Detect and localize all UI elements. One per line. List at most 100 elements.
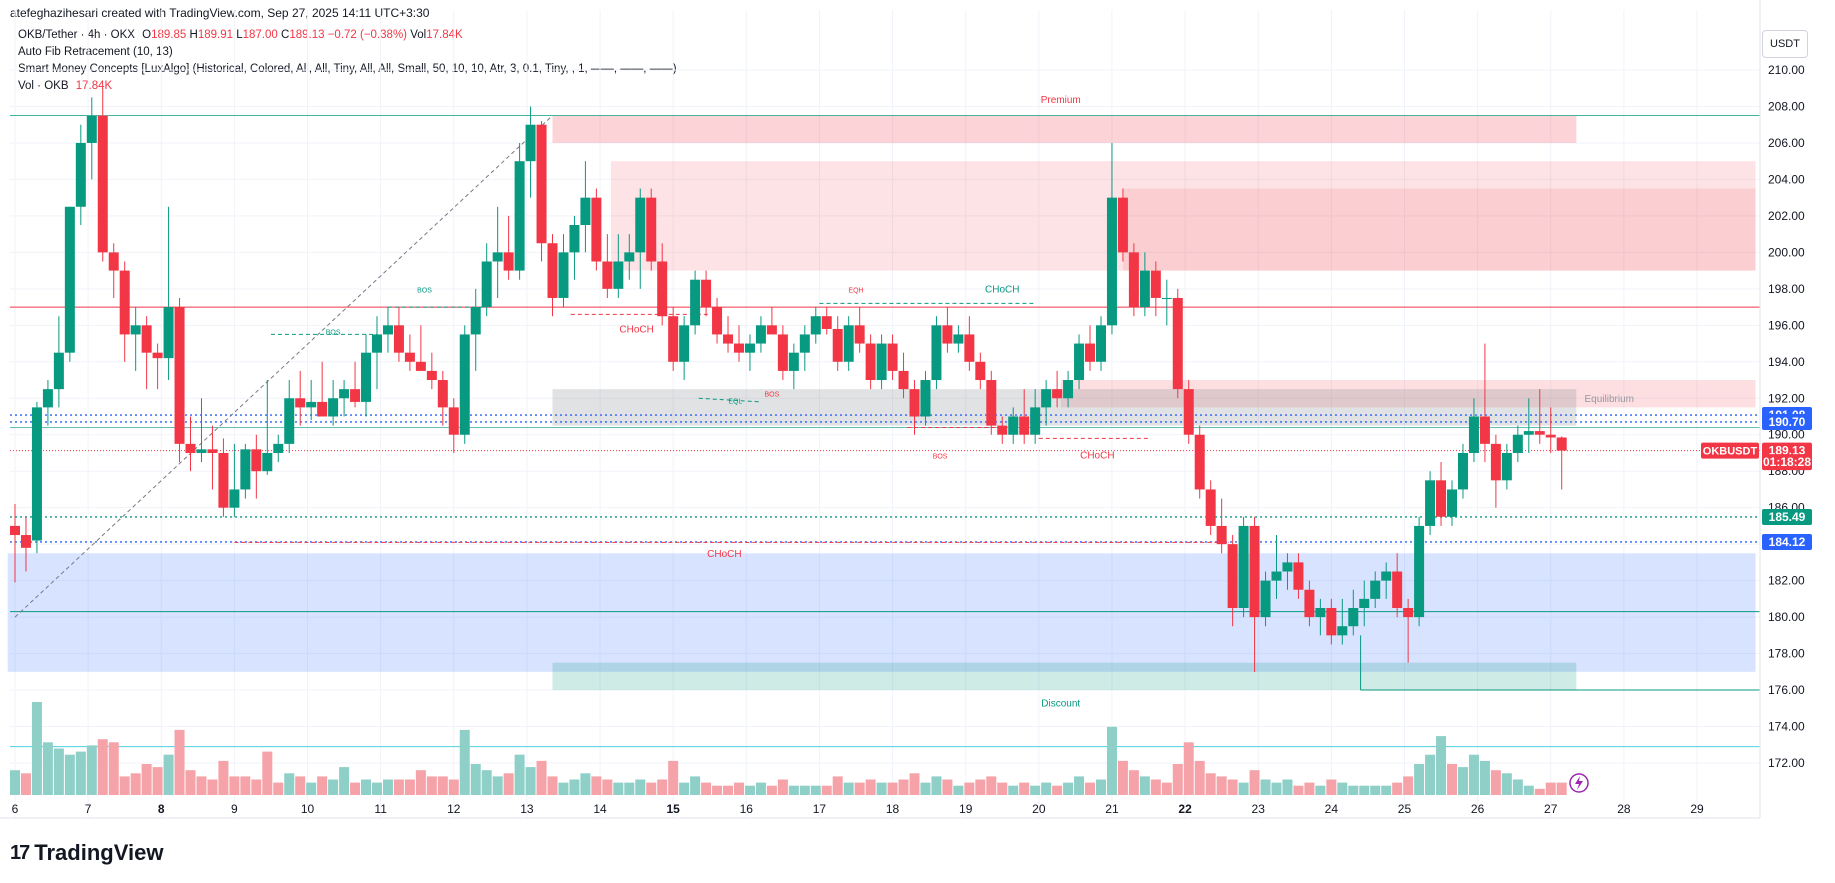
candle-body xyxy=(536,124,547,244)
structure-label: BOS xyxy=(417,287,432,294)
volume-bar xyxy=(766,785,777,795)
volume-bar xyxy=(64,754,75,795)
candle-body xyxy=(1074,343,1085,381)
candle-body xyxy=(1282,562,1293,572)
price-tick-label: 182.00 xyxy=(1768,574,1805,588)
candle-body xyxy=(986,380,997,426)
candle-body xyxy=(1052,389,1063,399)
candle-body xyxy=(174,307,185,444)
candle-body xyxy=(1019,416,1030,435)
volume-bar xyxy=(1260,779,1271,795)
volume-bar xyxy=(525,767,536,795)
candle-body xyxy=(31,407,42,541)
candle-body xyxy=(876,343,887,381)
price-tick-label: 192.00 xyxy=(1768,391,1805,405)
volume-bar xyxy=(887,782,898,795)
volume-bar xyxy=(361,779,372,795)
candle-body xyxy=(141,325,152,353)
candle-body xyxy=(997,425,1008,435)
volume-bar xyxy=(1106,726,1117,795)
candle-body xyxy=(843,325,854,362)
time-tick-label: 10 xyxy=(301,802,315,816)
chart-credit: atefeghazihesari created with TradingVie… xyxy=(10,6,430,20)
indicator-smc[interactable]: Smart Money Concepts [LuxAlgo] (Historic… xyxy=(18,63,677,75)
volume-bar xyxy=(821,785,832,795)
volume-bar xyxy=(470,764,481,795)
volume-bar xyxy=(1271,782,1282,795)
price-tick-label: 172.00 xyxy=(1768,756,1805,770)
volume-bar xyxy=(1304,782,1315,795)
volume-bar xyxy=(295,776,306,795)
price-tick-label: 210.00 xyxy=(1768,63,1805,77)
close-value: 189.13 xyxy=(289,29,325,41)
structure-label: EQH xyxy=(848,287,863,294)
candle-body xyxy=(679,325,690,362)
volume-bar xyxy=(1556,782,1567,795)
candle-body xyxy=(448,407,459,435)
price-label: 190.70 xyxy=(1769,415,1806,429)
candle-body xyxy=(942,325,953,344)
candle-body xyxy=(766,325,777,335)
price-tick-label: 174.00 xyxy=(1768,720,1805,734)
candle-body xyxy=(1359,598,1370,608)
indicator-fib[interactable]: Auto Fib Retracement (10, 13) xyxy=(18,46,173,58)
candle-body xyxy=(1041,389,1052,408)
candle-body xyxy=(1030,407,1041,435)
volume-bar xyxy=(1490,770,1501,795)
candle-body xyxy=(262,452,273,472)
candle-body xyxy=(20,535,31,548)
price-tick-label: 206.00 xyxy=(1768,136,1805,150)
price-tick-label: 196.00 xyxy=(1768,318,1805,332)
volume-bar xyxy=(635,779,646,795)
volume-bar xyxy=(306,782,317,795)
candle-body xyxy=(799,334,810,353)
structure-label: CHoCH xyxy=(985,284,1019,295)
candle-body xyxy=(723,334,734,344)
volume-bars xyxy=(10,702,1567,795)
volume-bar xyxy=(97,739,108,795)
supply-zone-2 xyxy=(1122,188,1756,271)
candle-body xyxy=(1304,589,1315,618)
volume-bar xyxy=(426,776,437,795)
candle-body xyxy=(229,489,240,508)
premium-zone xyxy=(552,115,1577,143)
volume-bar xyxy=(1085,782,1096,795)
candle-body xyxy=(832,328,843,362)
tradingview-logo[interactable]: 17 TradingView xyxy=(10,840,163,866)
candle-body xyxy=(251,449,262,472)
volume-bar xyxy=(492,776,503,795)
candle-body xyxy=(1128,252,1139,308)
candle-body xyxy=(1139,270,1150,308)
candle-body xyxy=(646,197,657,262)
volume-bar xyxy=(1117,760,1128,795)
symbol-name[interactable]: OKB/Tether · 4h · OKX xyxy=(18,29,135,41)
volume-bar xyxy=(1534,788,1545,795)
volume-bar xyxy=(723,785,734,795)
candle-body xyxy=(317,401,328,417)
volume-bar xyxy=(218,760,229,795)
structure-label: Premium xyxy=(1041,95,1081,106)
volume-bar xyxy=(1348,785,1359,795)
time-tick-label: 14 xyxy=(593,802,607,816)
candle-body xyxy=(810,316,821,335)
volume-bar xyxy=(207,779,218,795)
volume-bar xyxy=(953,785,964,795)
volume-bar xyxy=(1545,782,1556,795)
candle-body xyxy=(470,307,481,335)
candle-body xyxy=(10,525,20,536)
candle-body xyxy=(1447,489,1458,517)
open-value: 189.85 xyxy=(151,29,187,41)
candle-body xyxy=(898,370,909,390)
volume-bar xyxy=(1457,767,1468,795)
candle-body xyxy=(1293,562,1304,590)
currency-button[interactable]: USDT xyxy=(1762,30,1808,58)
price-tick-label: 208.00 xyxy=(1768,99,1805,113)
time-tick-label: 8 xyxy=(158,802,165,816)
volume-bar xyxy=(1447,764,1458,795)
price-tick-label: 200.00 xyxy=(1768,245,1805,259)
candle-body xyxy=(788,352,799,371)
candle-body xyxy=(865,343,876,381)
candle-body xyxy=(437,380,448,408)
volume-bar xyxy=(1074,776,1085,795)
